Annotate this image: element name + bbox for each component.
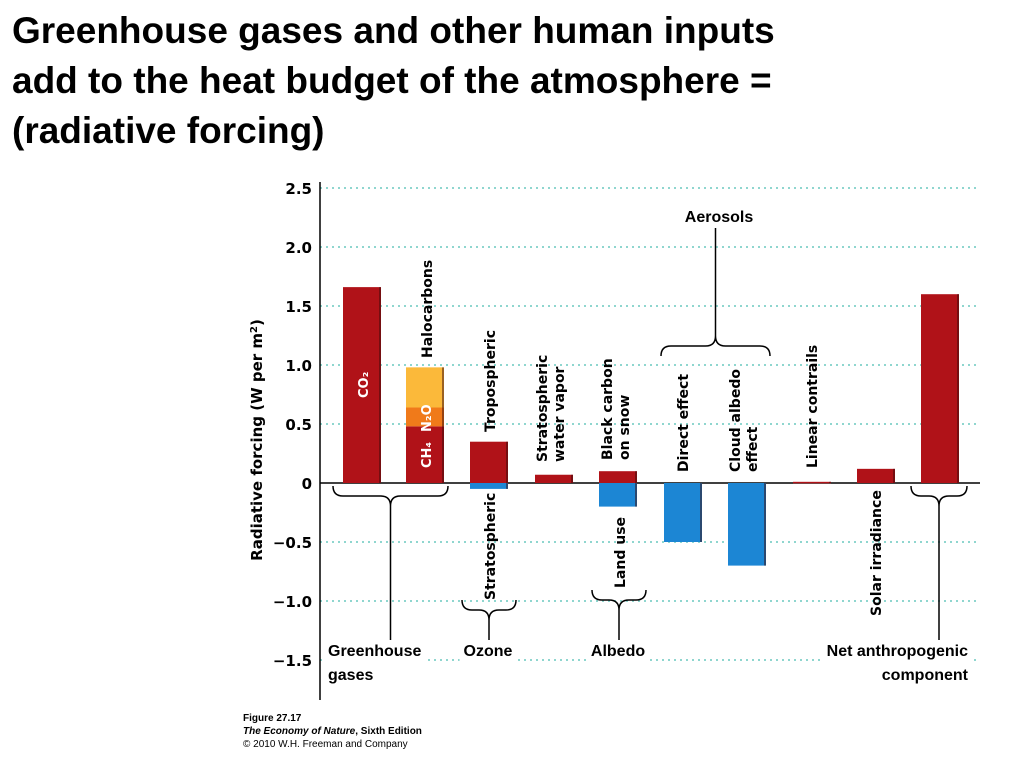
- label-land-use-line: Land use: [613, 517, 629, 588]
- y-tick-label: 2.5: [285, 180, 312, 198]
- bar-solar-irradiance: [857, 468, 895, 483]
- label-stratospheric-line: Stratospheric: [483, 493, 499, 600]
- brace-ozone: [461, 599, 517, 621]
- bar-cloud-albedo-effect: [728, 483, 766, 566]
- label-solar-irradiance-line: Solar irradiance: [869, 490, 885, 616]
- label-black-carbon-on-snow-line: on snow: [617, 395, 633, 460]
- label-cloud-albedo-effect-line: effect: [745, 426, 761, 472]
- bar-tropospheric-ozone: [470, 441, 508, 483]
- brace-albedo: [591, 589, 647, 611]
- bar-halocarbons: [406, 367, 444, 408]
- y-tick-labels: 2.5 2.0 1.5 1.0 0.5 0 −0.5 −1.0 −1.5: [273, 180, 312, 670]
- y-tick-label: −1.0: [273, 593, 312, 611]
- bar-stack-edge: [442, 367, 444, 483]
- label-n2o: N₂O: [420, 404, 435, 432]
- bar-linear-contrails: [793, 481, 831, 484]
- label-ch4-line: CH₄: [420, 442, 435, 468]
- bar-cloud-albedo-effect-edge: [764, 483, 766, 566]
- bar-black-carbon-on-snow: [599, 471, 637, 483]
- group-label-backing: [586, 642, 650, 661]
- label-land-use: Land use: [613, 517, 629, 588]
- label-tropospheric-line: Tropospheric: [483, 330, 499, 432]
- group-label-backing: [324, 642, 426, 661]
- group-label-albedo: Albedo: [591, 643, 645, 660]
- y-tick-label: 0: [302, 475, 312, 493]
- brace-aerosols: [660, 335, 771, 357]
- y-tick-label: −0.5: [273, 534, 312, 552]
- bar-stratospheric-ozone-edge: [506, 483, 508, 489]
- label-black-carbon-on-snow-line: Black carbon: [600, 358, 616, 460]
- label-linear-contrails: Linear contrails: [805, 345, 821, 468]
- label-ch4: CH₄: [420, 442, 435, 468]
- group-label-greenhouse-gases-line2: gases: [328, 667, 373, 684]
- y-tick-label: −1.5: [273, 652, 312, 670]
- bar-land-use: [599, 483, 637, 507]
- bar-n2o: [406, 407, 444, 427]
- label-co2-line: CO₂: [357, 372, 372, 398]
- bar-co2: [343, 287, 381, 483]
- label-stratospheric-water-vapor-line: water vapor: [552, 366, 568, 462]
- bar-linear-contrails-edge: [829, 481, 831, 484]
- bar-direct-effect-edge: [700, 483, 702, 542]
- label-n2o-line: N₂O: [420, 404, 435, 432]
- bar-ch4: [406, 426, 444, 483]
- title-line: (radiative forcing): [12, 110, 325, 151]
- label-linear-contrails-line: Linear contrails: [805, 345, 821, 468]
- bar-labels: CO₂ CH₄ N₂O Halocarbons Tropospheric Stratosp…: [357, 260, 885, 616]
- title-line: Greenhouse gases and other human inputs: [12, 10, 775, 51]
- y-axis-label-sup: 2: [249, 326, 260, 333]
- label-cloud-albedo-effect: Cloud albedoeffect: [728, 369, 761, 472]
- bar-net-anthropogenic: [921, 294, 959, 483]
- bar-stratospheric-ozone: [470, 483, 508, 489]
- copyright: © 2010 W.H. Freeman and Company: [243, 739, 408, 750]
- figure-caption: Figure 27.17 The Economy of Nature, Sixt…: [243, 712, 422, 751]
- label-direct-effect: Direct effect: [676, 374, 692, 472]
- group-label-net-line1: Net anthropogenic: [827, 643, 968, 660]
- slide-title: Greenhouse gases and other human inputs …: [12, 6, 1012, 156]
- bar-stratospheric-water-vapor: [535, 474, 573, 483]
- bar-net-anthropogenic-edge: [957, 294, 959, 483]
- y-tick-label: 0.5: [285, 416, 312, 434]
- y-axis-label-suffix: ): [248, 319, 266, 326]
- y-tick-label: 2.0: [285, 239, 312, 257]
- bar-solar-irradiance-edge: [893, 468, 895, 483]
- label-solar-irradiance: Solar irradiance: [869, 490, 885, 616]
- book-edition: , Sixth Edition: [355, 726, 422, 737]
- label-halocarbons-line: Halocarbons: [420, 260, 436, 358]
- label-stratospheric-water-vapor: Stratosphericwater vapor: [535, 355, 568, 462]
- label-tropospheric: Tropospheric: [483, 330, 499, 432]
- label-halocarbons: Halocarbons: [420, 260, 436, 358]
- group-label-backing: [459, 642, 517, 661]
- bars: [343, 287, 959, 566]
- bar-co2-edge: [379, 287, 381, 483]
- label-stratospheric-water-vapor-line: Stratospheric: [535, 355, 551, 462]
- label-direct-effect-line: Direct effect: [676, 374, 692, 472]
- bar-tropospheric-ozone-edge: [506, 441, 508, 483]
- bar-black-carbon-on-snow-edge: [635, 471, 637, 483]
- brace-greenhouse-gases: [332, 485, 449, 507]
- bar-stratospheric-water-vapor-edge: [571, 474, 573, 483]
- figure-number: Figure 27.17: [243, 713, 302, 724]
- label-black-carbon-on-snow: Black carbonon snow: [600, 358, 633, 460]
- book-title: The Economy of Nature: [243, 726, 356, 737]
- group-label-aerosols: Aerosols: [685, 209, 754, 226]
- y-tick-label: 1.0: [285, 357, 312, 375]
- label-co2: CO₂: [357, 372, 372, 398]
- label-cloud-albedo-effect-line: Cloud albedo: [728, 369, 744, 472]
- y-axis-label-text: Radiative forcing (W per m: [248, 333, 266, 561]
- bar-direct-effect: [664, 483, 702, 542]
- group-braces: [332, 228, 968, 640]
- label-stratospheric: Stratospheric: [483, 493, 499, 600]
- group-labels: Aerosols Greenhouse gases Ozone Albedo N…: [324, 209, 973, 684]
- brace-net-anthropogenic: [910, 485, 968, 507]
- group-label-ozone: Ozone: [464, 643, 513, 660]
- y-tick-label: 1.5: [285, 298, 312, 316]
- y-axis-label: Radiative forcing (W per m2): [248, 319, 266, 561]
- group-label-greenhouse-gases-line1: Greenhouse: [328, 643, 421, 660]
- group-label-net-line2: component: [882, 667, 969, 684]
- group-label-backing: [822, 642, 973, 661]
- bar-land-use-edge: [635, 483, 637, 507]
- title-line: add to the heat budget of the atmosphere…: [12, 60, 772, 101]
